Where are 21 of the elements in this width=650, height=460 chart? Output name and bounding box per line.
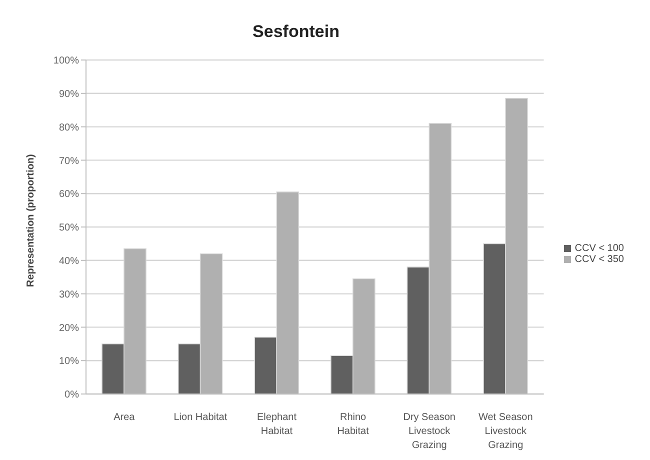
x-tick-label: Area bbox=[114, 412, 136, 423]
y-tick-label: 90% bbox=[58, 88, 80, 100]
x-tick-label: Wet Season Livestock Grazing bbox=[478, 412, 533, 451]
y-tick-label: 40% bbox=[58, 256, 80, 267]
legend-label: CCV < 100 bbox=[574, 243, 624, 254]
x-tick-label: Rhino Habitat bbox=[337, 412, 370, 437]
y-tick-label: 100% bbox=[53, 56, 80, 67]
y-tick-label: 0% bbox=[64, 390, 80, 401]
y-tick-label: 10% bbox=[58, 356, 80, 368]
x-tick-label: Elephant Habitat bbox=[257, 412, 297, 437]
y-tick-label: 50% bbox=[58, 222, 80, 234]
x-tick-label: Lion Habitat bbox=[174, 412, 228, 423]
y-tick-label: 70% bbox=[58, 156, 80, 167]
y-tick-label: 20% bbox=[58, 322, 80, 334]
y-tick-label: 60% bbox=[58, 189, 80, 200]
chart-title: Sesfontein bbox=[252, 21, 340, 43]
legend-label: CCV < 350 bbox=[574, 254, 624, 265]
y-tick-label: 80% bbox=[58, 122, 80, 134]
y-axis-title: Representation (proportion) bbox=[26, 154, 37, 287]
x-tick-label: Dry Season Livestock Grazing bbox=[403, 412, 456, 451]
y-tick-label: 30% bbox=[58, 289, 80, 300]
